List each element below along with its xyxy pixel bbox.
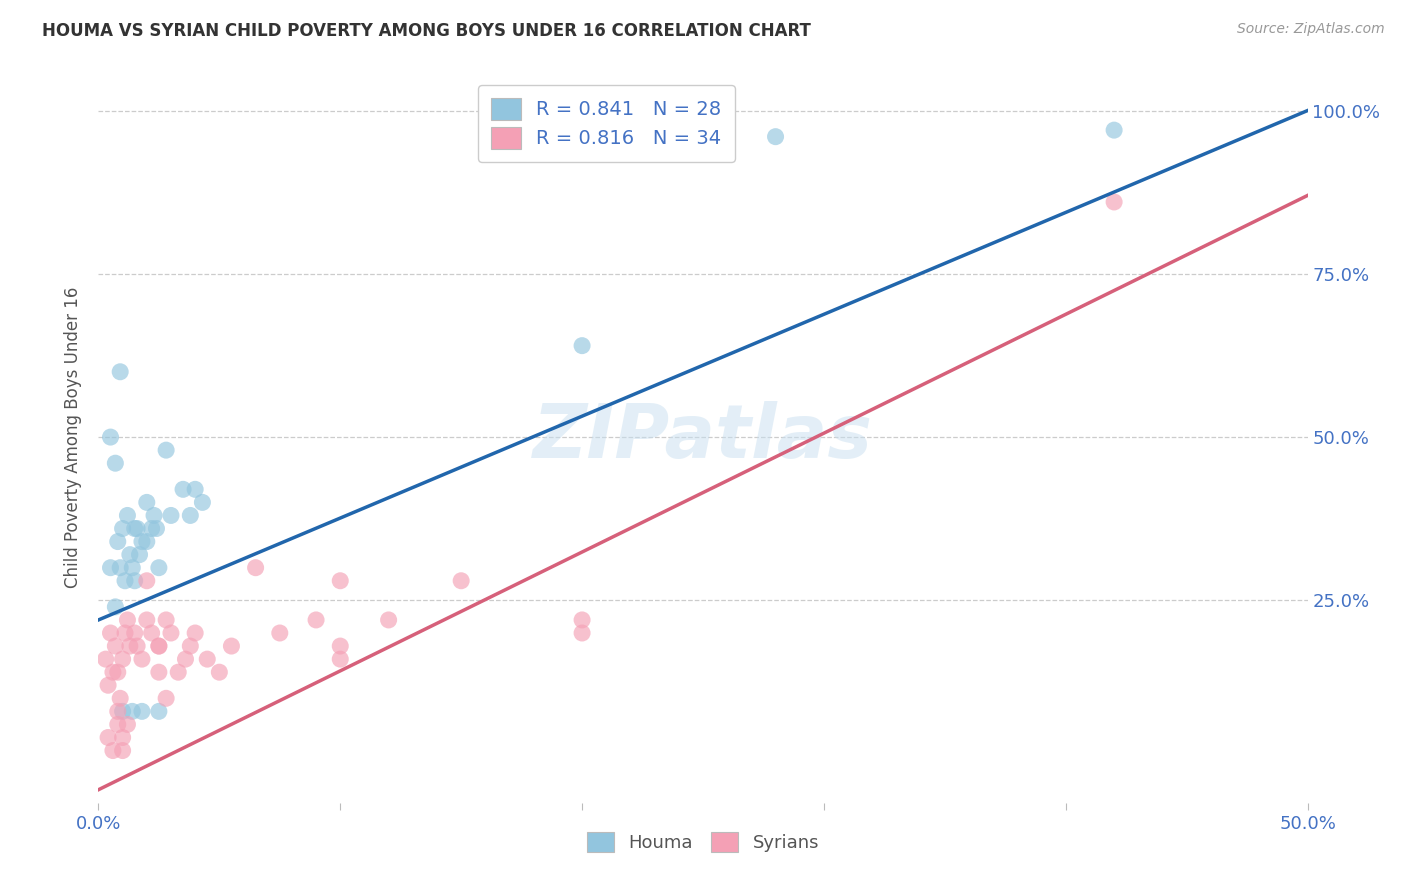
Point xyxy=(111,521,134,535)
Point xyxy=(104,639,127,653)
Point xyxy=(111,652,134,666)
Point xyxy=(108,560,131,574)
Point xyxy=(141,521,163,535)
Point xyxy=(135,495,157,509)
Point xyxy=(155,691,177,706)
Point xyxy=(111,731,134,745)
Point xyxy=(117,508,139,523)
Point xyxy=(135,613,157,627)
Point xyxy=(329,652,352,666)
Point xyxy=(174,652,197,666)
Point xyxy=(104,599,127,614)
Legend: Houma, Syrians: Houma, Syrians xyxy=(579,825,827,860)
Point xyxy=(155,613,177,627)
Point xyxy=(135,534,157,549)
Point xyxy=(100,626,122,640)
Point xyxy=(172,483,194,497)
Point xyxy=(108,365,131,379)
Text: HOUMA VS SYRIAN CHILD POVERTY AMONG BOYS UNDER 16 CORRELATION CHART: HOUMA VS SYRIAN CHILD POVERTY AMONG BOYS… xyxy=(42,22,811,40)
Point xyxy=(184,626,207,640)
Point xyxy=(329,574,352,588)
Point xyxy=(148,705,170,719)
Point xyxy=(143,508,166,523)
Point xyxy=(571,339,593,353)
Point xyxy=(114,626,136,640)
Point xyxy=(97,678,120,692)
Point xyxy=(135,574,157,588)
Point xyxy=(131,705,153,719)
Point xyxy=(571,613,593,627)
Point xyxy=(141,626,163,640)
Point xyxy=(127,639,149,653)
Point xyxy=(131,652,153,666)
Point xyxy=(128,548,150,562)
Point xyxy=(107,534,129,549)
Point xyxy=(107,717,129,731)
Point xyxy=(221,639,243,653)
Point xyxy=(127,521,149,535)
Point xyxy=(100,430,122,444)
Point xyxy=(94,652,117,666)
Point xyxy=(114,574,136,588)
Point xyxy=(104,456,127,470)
Point xyxy=(111,705,134,719)
Point xyxy=(245,560,267,574)
Point xyxy=(124,574,146,588)
Point xyxy=(100,560,122,574)
Point xyxy=(124,521,146,535)
Point xyxy=(155,443,177,458)
Point xyxy=(305,613,328,627)
Point xyxy=(1102,194,1125,209)
Point xyxy=(1102,123,1125,137)
Point xyxy=(160,626,183,640)
Point xyxy=(571,626,593,640)
Point xyxy=(117,717,139,731)
Point xyxy=(145,521,167,535)
Point xyxy=(184,483,207,497)
Point xyxy=(160,508,183,523)
Point xyxy=(124,626,146,640)
Y-axis label: Child Poverty Among Boys Under 16: Child Poverty Among Boys Under 16 xyxy=(65,286,83,588)
Point xyxy=(377,613,399,627)
Point xyxy=(97,731,120,745)
Point xyxy=(191,495,214,509)
Point xyxy=(101,743,124,757)
Point xyxy=(118,548,141,562)
Point xyxy=(148,639,170,653)
Point xyxy=(121,560,143,574)
Text: ZIPatlas: ZIPatlas xyxy=(533,401,873,474)
Point xyxy=(269,626,291,640)
Point xyxy=(117,613,139,627)
Point xyxy=(765,129,787,144)
Point xyxy=(101,665,124,680)
Point xyxy=(148,665,170,680)
Point xyxy=(179,639,201,653)
Point xyxy=(121,705,143,719)
Point xyxy=(148,639,170,653)
Point xyxy=(148,560,170,574)
Point xyxy=(108,691,131,706)
Point xyxy=(118,639,141,653)
Point xyxy=(131,534,153,549)
Point xyxy=(111,743,134,757)
Point xyxy=(450,574,472,588)
Point xyxy=(107,665,129,680)
Point xyxy=(208,665,231,680)
Point xyxy=(179,508,201,523)
Point xyxy=(329,639,352,653)
Text: Source: ZipAtlas.com: Source: ZipAtlas.com xyxy=(1237,22,1385,37)
Point xyxy=(107,705,129,719)
Point xyxy=(195,652,218,666)
Point xyxy=(167,665,190,680)
